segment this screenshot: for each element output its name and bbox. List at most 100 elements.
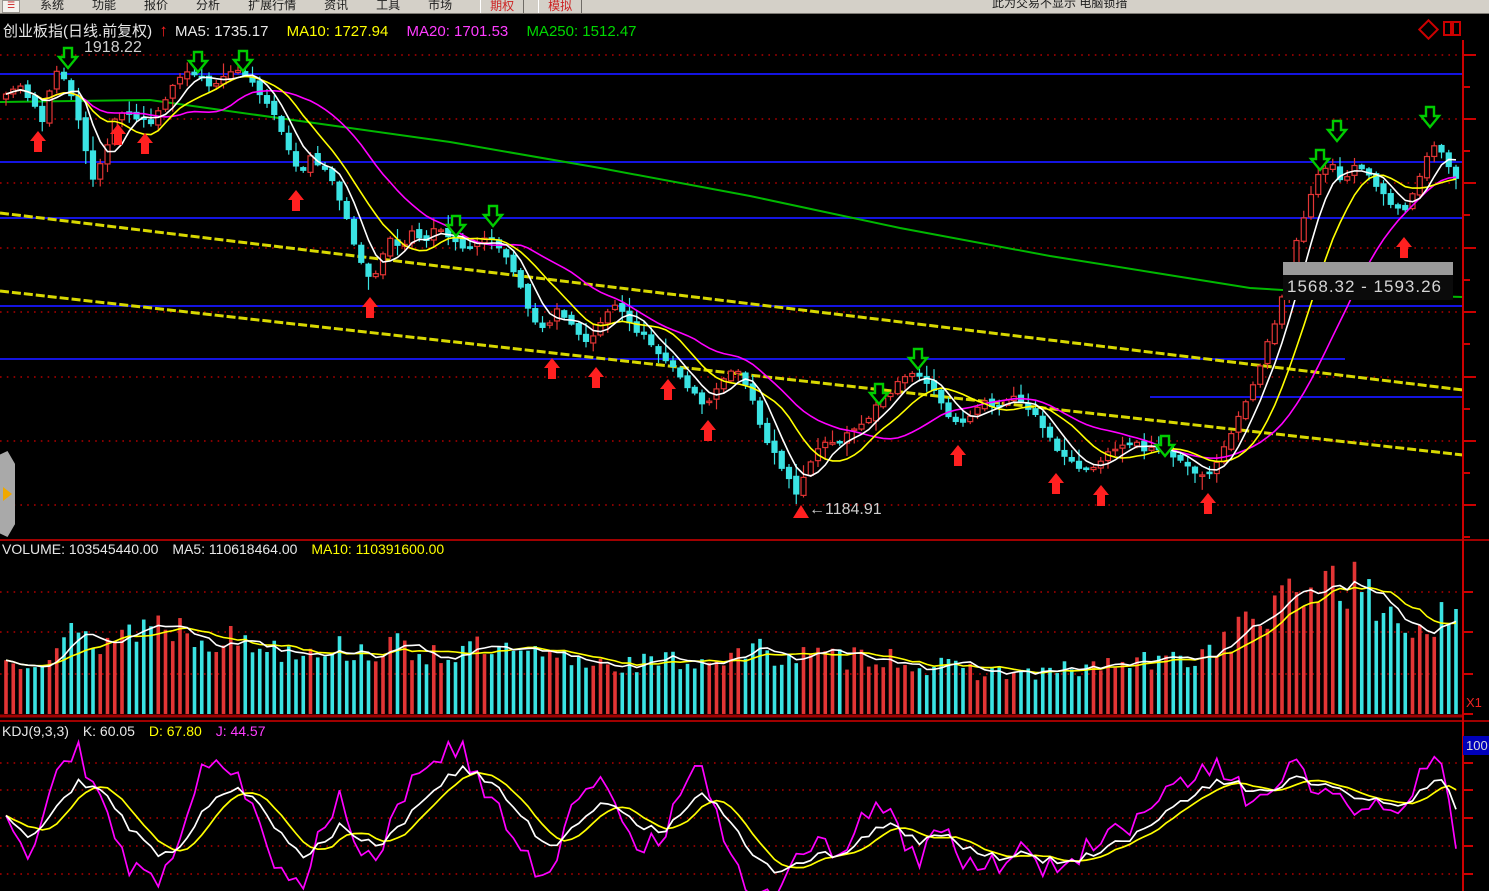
volume-bar xyxy=(1156,655,1161,714)
volume-bar xyxy=(76,632,81,714)
volume-bar xyxy=(497,647,501,714)
volume-bar xyxy=(18,669,23,714)
side-panel-drawer-handle[interactable] xyxy=(0,451,15,537)
candle xyxy=(372,273,379,278)
volume-bar xyxy=(1352,561,1357,714)
volume-bar xyxy=(866,666,871,714)
menu-item-quotes[interactable]: 报价 xyxy=(144,0,169,12)
candle xyxy=(1329,164,1336,171)
volume-bar xyxy=(388,636,393,714)
candle xyxy=(82,117,89,152)
volume-bar xyxy=(953,660,958,714)
volume-bar xyxy=(837,649,842,714)
restore-window-icon[interactable] xyxy=(1443,21,1461,36)
volume-bar xyxy=(395,633,400,714)
candle xyxy=(611,304,619,311)
kdj-pane[interactable] xyxy=(0,738,1463,891)
menu-item-analysis[interactable]: 分析 xyxy=(196,0,221,12)
volume-bar xyxy=(1142,652,1147,714)
candle xyxy=(205,75,213,87)
candle xyxy=(1394,204,1402,209)
volume-bar xyxy=(707,662,712,714)
volume-bar xyxy=(402,640,407,714)
candle xyxy=(1046,426,1054,438)
symbol-title: 创业板指(日线.前复权) xyxy=(3,23,153,40)
volume-bar xyxy=(895,667,900,714)
volume-ma10-value: MA10: 110391600.00 xyxy=(311,541,445,557)
candle xyxy=(539,322,546,328)
menu-item-tools[interactable]: 工具 xyxy=(376,0,401,12)
diamond-icon[interactable] xyxy=(1417,18,1440,41)
candle xyxy=(1452,166,1460,179)
trend-line xyxy=(0,211,1464,392)
volume-bar xyxy=(424,664,429,714)
candle xyxy=(829,441,836,445)
menu-item-system[interactable]: 系统 xyxy=(40,0,65,12)
volume-bar xyxy=(1316,602,1321,714)
menu-button-options[interactable]: 期权 xyxy=(480,0,525,13)
axis-layer xyxy=(0,18,1489,891)
candle xyxy=(590,335,597,344)
candle xyxy=(379,253,387,276)
menu-item-market[interactable]: 市场 xyxy=(428,0,453,12)
candle xyxy=(597,322,604,336)
candle xyxy=(901,376,909,384)
volume-bar xyxy=(453,662,458,714)
candle xyxy=(321,165,329,170)
volume-bar xyxy=(1200,649,1205,714)
candle xyxy=(271,100,278,115)
candle xyxy=(655,346,662,355)
volume-bar xyxy=(1040,667,1045,714)
candle xyxy=(1423,155,1431,179)
candle xyxy=(851,428,858,431)
volume-pane[interactable] xyxy=(0,561,1463,714)
menu-item-function[interactable]: 功能 xyxy=(92,0,117,12)
candle xyxy=(46,90,53,124)
volume-bar xyxy=(120,629,124,714)
candle xyxy=(938,389,945,404)
candle xyxy=(553,308,561,322)
volume-bar xyxy=(533,646,538,714)
volume-bar xyxy=(1388,606,1393,714)
volume-bar xyxy=(1113,667,1118,714)
candle xyxy=(147,119,155,125)
volume-bar xyxy=(671,651,675,714)
candle xyxy=(1220,446,1228,463)
candle xyxy=(437,229,445,232)
candle xyxy=(133,111,140,120)
candle xyxy=(1191,466,1199,474)
candle xyxy=(2,93,10,100)
candle xyxy=(1235,415,1242,433)
main-price-pane[interactable] xyxy=(0,46,1464,518)
volume-bar xyxy=(997,666,1002,714)
candle xyxy=(916,372,923,377)
candle xyxy=(416,229,423,239)
candle xyxy=(1249,384,1257,401)
candle xyxy=(89,150,97,180)
menu-item-news[interactable]: 资讯 xyxy=(324,0,349,12)
volume-bar xyxy=(134,641,139,714)
ma250-value: MA250: 1512.47 xyxy=(526,23,637,40)
menu-button-simulation[interactable]: 模拟 xyxy=(538,0,583,13)
volume-bar xyxy=(352,660,356,714)
candle xyxy=(945,402,952,418)
volume-bar xyxy=(1425,634,1429,714)
volume-bar xyxy=(1127,668,1132,714)
volume-bar xyxy=(475,636,480,714)
volume-bar xyxy=(1214,655,1219,714)
candle xyxy=(481,237,488,244)
volume-bar xyxy=(852,647,857,714)
volume-bar xyxy=(656,665,661,714)
candle xyxy=(459,238,466,249)
candle xyxy=(604,311,611,324)
menu-item-extended[interactable]: 扩展行情 xyxy=(248,0,297,12)
volume-bar xyxy=(1301,606,1306,714)
gap-tooltip-titlebar xyxy=(1283,262,1453,275)
volume-bar xyxy=(294,659,298,714)
candle xyxy=(677,367,684,378)
low-price-annotation: ←1184.91 xyxy=(809,501,882,518)
candle xyxy=(1322,167,1329,175)
volume-bar xyxy=(417,654,422,714)
buy-signal-arrow-icon xyxy=(588,367,604,388)
